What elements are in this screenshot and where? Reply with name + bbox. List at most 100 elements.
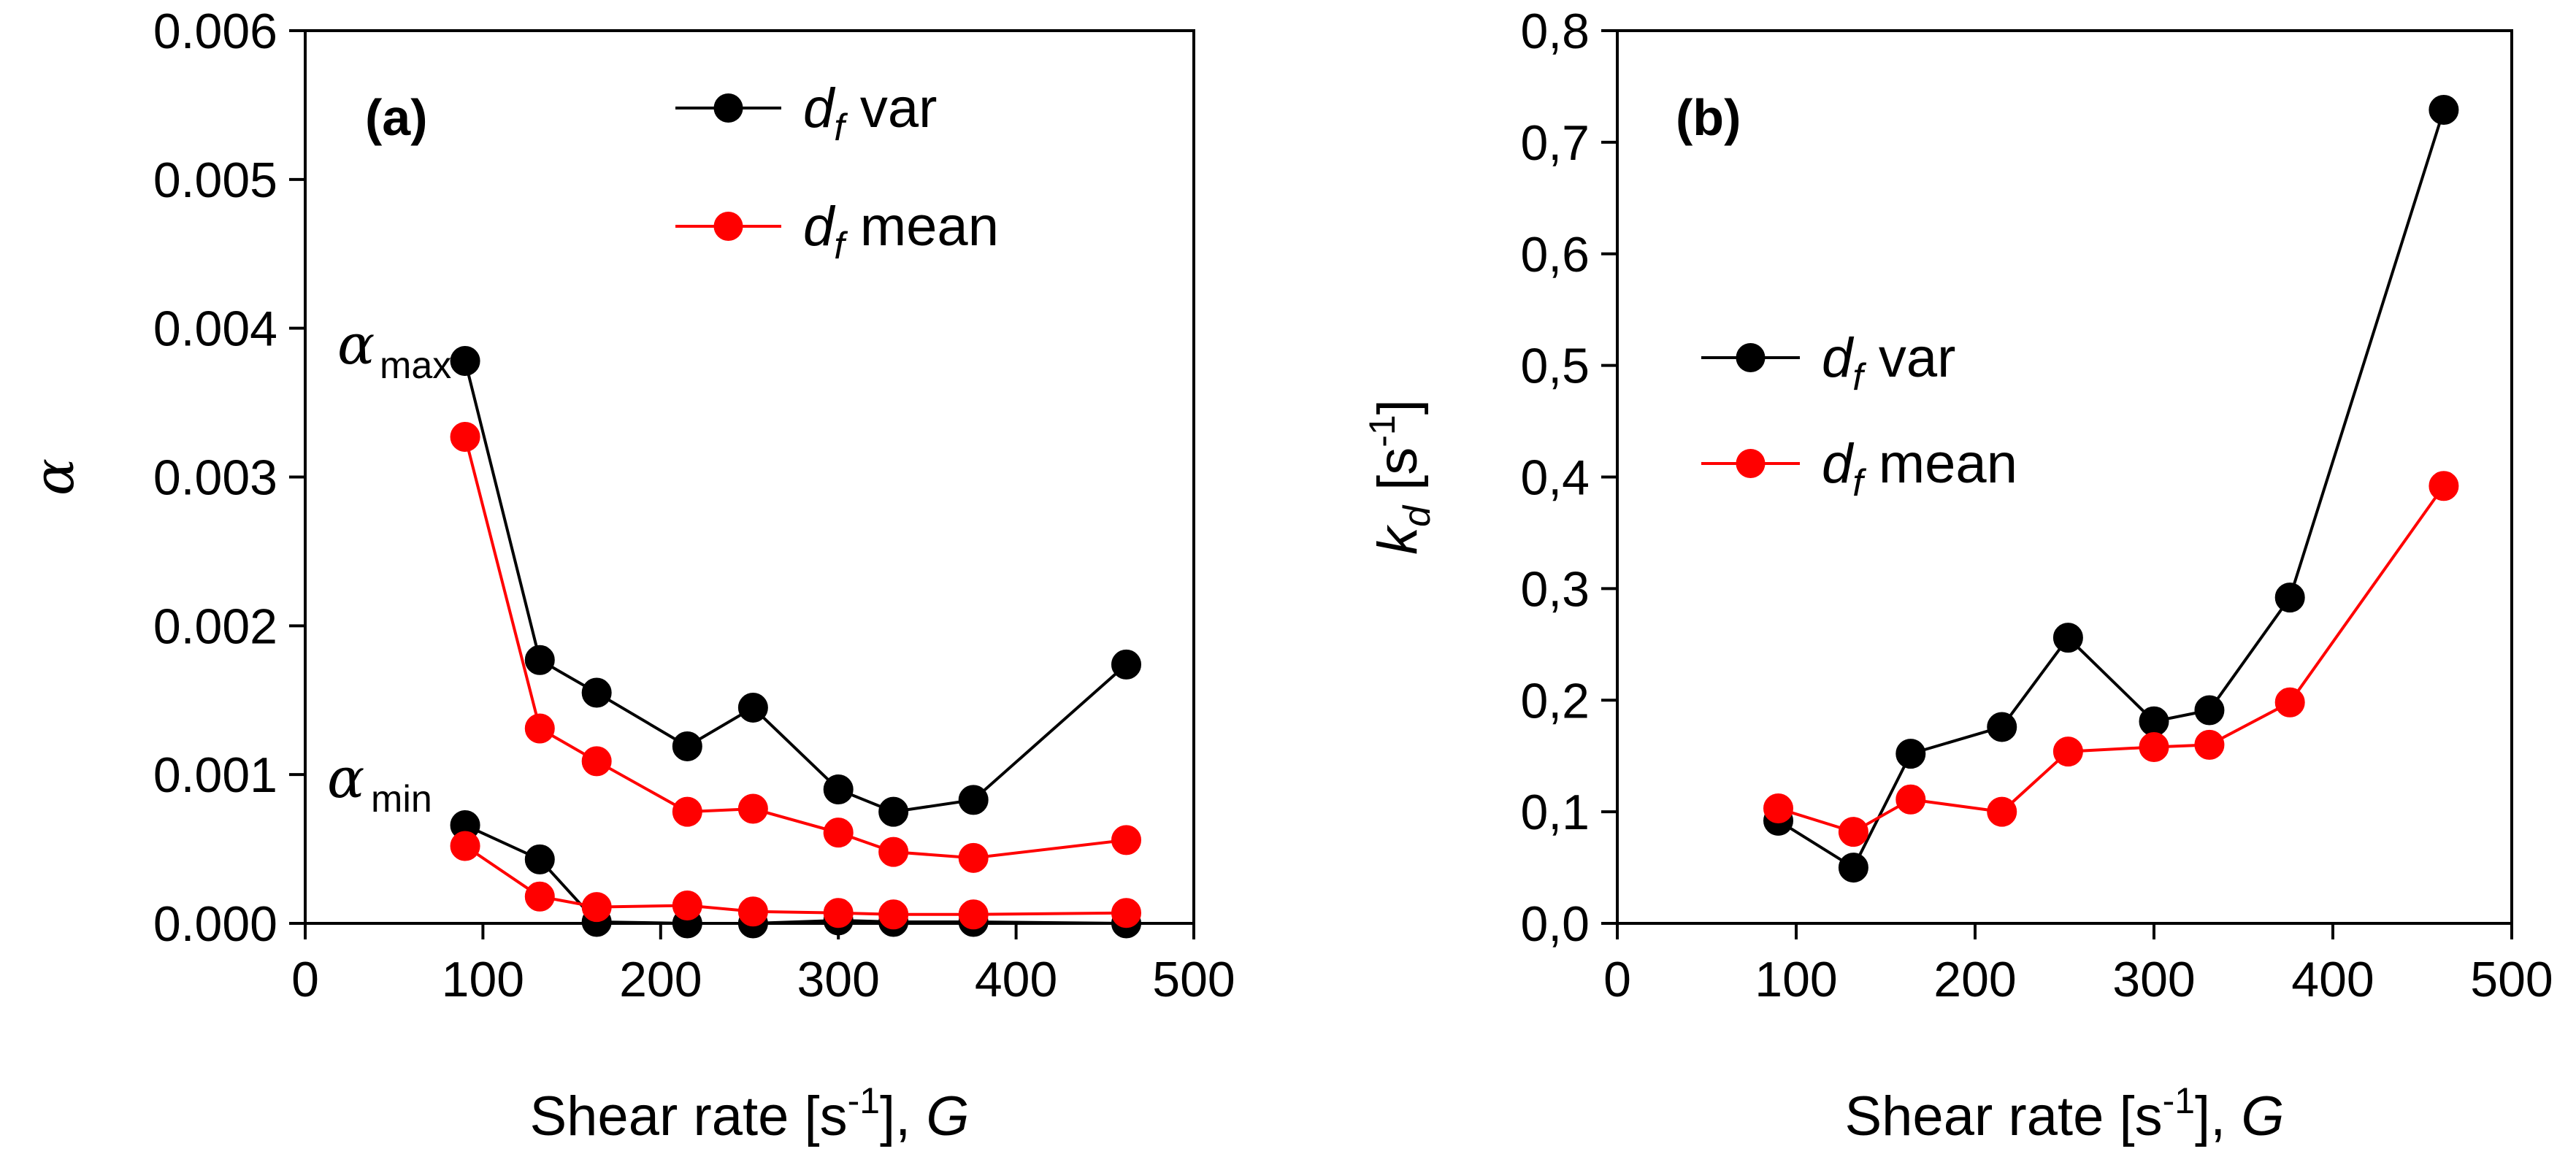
panel-a-chart: 0 100 200 300 400 500 0.000 0.001 0.002 0.003 0.00… bbox=[21, 4, 1235, 1147]
y-tick-label-b: 0,6 bbox=[1520, 227, 1590, 282]
data-point-a-0 bbox=[672, 731, 702, 761]
x-tick-label-a: 200 bbox=[619, 952, 702, 1007]
data-point-b-0 bbox=[1987, 712, 2017, 742]
y-tick-label-b: 0,8 bbox=[1520, 4, 1590, 59]
data-point-b-0 bbox=[1838, 853, 1868, 883]
y-tick-label-b: 0,2 bbox=[1520, 673, 1590, 728]
legend-marker-a bbox=[713, 93, 743, 123]
y-axis-label-tail: ] bbox=[1367, 399, 1429, 415]
data-point-a-1 bbox=[878, 837, 909, 867]
legend-label-b: df mean bbox=[1822, 433, 2017, 504]
data-point-a-3 bbox=[823, 898, 854, 928]
data-point-a-1 bbox=[958, 842, 989, 873]
data-point-a-0 bbox=[823, 774, 854, 805]
x-tick-label-b: 400 bbox=[2291, 952, 2374, 1007]
data-point-a-0 bbox=[581, 677, 612, 708]
data-point-a-3 bbox=[737, 896, 768, 927]
data-point-b-0 bbox=[1895, 739, 1926, 769]
y-tick-label-a: 0.006 bbox=[153, 4, 277, 59]
x-axis-label-tail: ], bbox=[2195, 1085, 2241, 1147]
data-point-a-3 bbox=[450, 831, 480, 861]
y-tick-label-b: 0,1 bbox=[1520, 785, 1590, 840]
x-tick-label-b: 200 bbox=[1933, 952, 2016, 1007]
data-point-b-1 bbox=[1838, 817, 1868, 847]
plot-frame-a bbox=[304, 29, 1195, 925]
data-point-a-0 bbox=[1111, 649, 1142, 680]
x-tick-label-a: 400 bbox=[975, 952, 1057, 1007]
data-point-a-3 bbox=[672, 891, 702, 921]
legend-label-a: df mean bbox=[803, 196, 999, 267]
data-point-b-0 bbox=[2429, 95, 2459, 126]
annotation-alpha-min: α bbox=[327, 745, 364, 810]
legend-label-base: d bbox=[1822, 327, 1855, 389]
data-point-a-3 bbox=[524, 881, 555, 912]
data-point-a-0 bbox=[737, 692, 768, 723]
x-axis-label-sup: -1 bbox=[848, 1080, 880, 1121]
panel-label-b: (b) bbox=[1676, 89, 1741, 146]
data-point-a-1 bbox=[737, 793, 768, 824]
x-axis-label-main: Shear rate [s bbox=[529, 1085, 847, 1147]
legend-label-base: d bbox=[803, 196, 836, 258]
y-tick-label-b: 0,5 bbox=[1520, 339, 1590, 394]
panel-label-a: (a) bbox=[365, 89, 428, 146]
legend-label-text: mean bbox=[845, 196, 999, 258]
data-point-b-1 bbox=[2194, 729, 2225, 760]
data-point-a-3 bbox=[1111, 898, 1142, 928]
legend-label-sub: f bbox=[834, 225, 848, 267]
x-axis-label-sup: -1 bbox=[2163, 1080, 2195, 1121]
x-tick-label-b: 0 bbox=[1603, 952, 1631, 1007]
x-axis-label-a: Shear rate [s-1], G bbox=[529, 1080, 969, 1147]
data-point-a-0 bbox=[878, 796, 909, 827]
y-axis-label-a: α bbox=[21, 458, 86, 496]
data-point-a-3 bbox=[958, 899, 989, 930]
data-point-a-1 bbox=[823, 818, 854, 848]
annotation-sub-min: min bbox=[371, 778, 432, 820]
data-point-b-1 bbox=[2052, 737, 2083, 767]
x-tick-label-a: 500 bbox=[1152, 952, 1235, 1007]
x-axis-label-b: Shear rate [s-1], G bbox=[1844, 1080, 2284, 1147]
y-tick-label-a: 0.003 bbox=[153, 450, 277, 506]
data-point-b-1 bbox=[1987, 796, 2017, 827]
x-tick-label-b: 300 bbox=[2112, 952, 2195, 1007]
y-tick-label-b: 0,4 bbox=[1520, 450, 1590, 506]
legend-label-text: mean bbox=[1863, 433, 2017, 495]
data-point-a-3 bbox=[878, 899, 909, 930]
series-line-a-3 bbox=[464, 845, 1127, 916]
legend-label-sub: f bbox=[1852, 356, 1866, 399]
y-tick-label-b: 0,3 bbox=[1520, 561, 1590, 617]
y-tick-label-a: 0.000 bbox=[153, 896, 277, 952]
legend-label-sub: f bbox=[834, 107, 848, 149]
x-tick-label-a: 300 bbox=[797, 952, 879, 1007]
legend-marker-a bbox=[713, 212, 743, 241]
legend-marker-b bbox=[1736, 343, 1766, 372]
y-tick-label-a: 0.002 bbox=[153, 599, 277, 654]
y-tick-label-b: 0,0 bbox=[1520, 896, 1590, 952]
y-axis-label-main: [s bbox=[1367, 447, 1429, 506]
x-tick-label-a: 100 bbox=[442, 952, 524, 1007]
y-axis-label-sub: d bbox=[1396, 504, 1438, 527]
data-point-b-1 bbox=[2429, 471, 2459, 501]
legend-marker-b bbox=[1736, 449, 1766, 478]
data-point-b-0 bbox=[2194, 695, 2225, 726]
x-tick-label-b: 100 bbox=[1755, 952, 1837, 1007]
legend-label-a: df var bbox=[803, 77, 937, 149]
data-point-b-1 bbox=[2139, 731, 2169, 762]
legend-label-text: var bbox=[1863, 327, 1956, 389]
data-point-a-3 bbox=[581, 892, 612, 923]
data-point-a-0 bbox=[524, 645, 555, 675]
data-point-b-0 bbox=[2052, 623, 2083, 653]
legend-label-base: d bbox=[803, 77, 836, 139]
y-tick-label-a: 0.001 bbox=[153, 747, 277, 803]
x-axis-label-main: Shear rate [s bbox=[1844, 1085, 2162, 1147]
x-tick-label-b: 500 bbox=[2470, 952, 2553, 1007]
y-axis-label-b: kd [s-1] bbox=[1362, 399, 1438, 555]
data-point-a-1 bbox=[450, 421, 480, 452]
x-tick-label-a: 0 bbox=[291, 952, 319, 1007]
data-point-b-0 bbox=[2139, 706, 2169, 737]
data-point-a-1 bbox=[581, 746, 612, 777]
data-point-a-0 bbox=[450, 346, 480, 377]
annotation-sub-max: max bbox=[380, 345, 451, 387]
panel-b-chart: 0 100 200 300 400 500 0,0 0,1 0,2 0,3 0,4 0,5 0,6 0,7… bbox=[1362, 4, 2553, 1147]
legend-label-b: df var bbox=[1822, 327, 1955, 399]
